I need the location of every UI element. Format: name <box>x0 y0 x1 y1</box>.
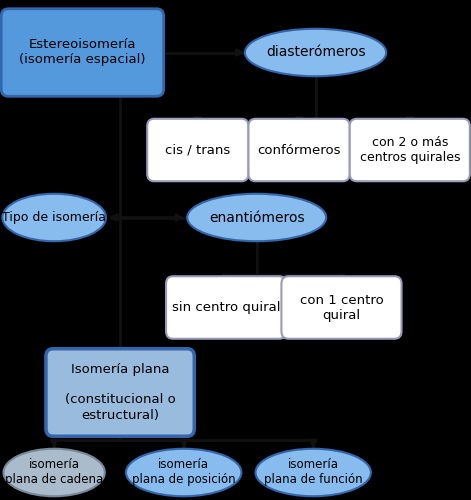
Text: Isomería plana

(constitucional o
estructural): Isomería plana (constitucional o estruct… <box>65 364 176 422</box>
FancyBboxPatch shape <box>349 118 470 181</box>
FancyBboxPatch shape <box>281 276 401 339</box>
Ellipse shape <box>3 449 105 496</box>
Text: isomería
plana de cadena: isomería plana de cadena <box>5 458 103 486</box>
Text: con 1 centro
quiral: con 1 centro quiral <box>300 294 383 322</box>
FancyBboxPatch shape <box>166 276 286 339</box>
Text: confórmeros: confórmeros <box>257 144 341 156</box>
Ellipse shape <box>256 449 371 496</box>
Text: isomería
plana de posición: isomería plana de posición <box>132 458 236 486</box>
FancyBboxPatch shape <box>147 118 249 181</box>
FancyBboxPatch shape <box>46 349 194 436</box>
Text: con 2 o más
centros quirales: con 2 o más centros quirales <box>359 136 460 164</box>
FancyBboxPatch shape <box>1 9 164 96</box>
Text: diasterómeros: diasterómeros <box>266 46 365 60</box>
Text: enantiómeros: enantiómeros <box>209 210 305 224</box>
Text: Estereoisomería
(isomería espacial): Estereoisomería (isomería espacial) <box>19 38 146 66</box>
Text: sin centro quiral: sin centro quiral <box>172 301 280 314</box>
Text: isomería
plana de función: isomería plana de función <box>264 458 363 486</box>
Ellipse shape <box>2 194 106 242</box>
Ellipse shape <box>245 28 386 76</box>
Ellipse shape <box>187 194 326 242</box>
FancyBboxPatch shape <box>249 118 349 181</box>
Text: cis / trans: cis / trans <box>165 144 230 156</box>
Text: Tipo de isomería: Tipo de isomería <box>2 211 106 224</box>
Ellipse shape <box>126 449 241 496</box>
